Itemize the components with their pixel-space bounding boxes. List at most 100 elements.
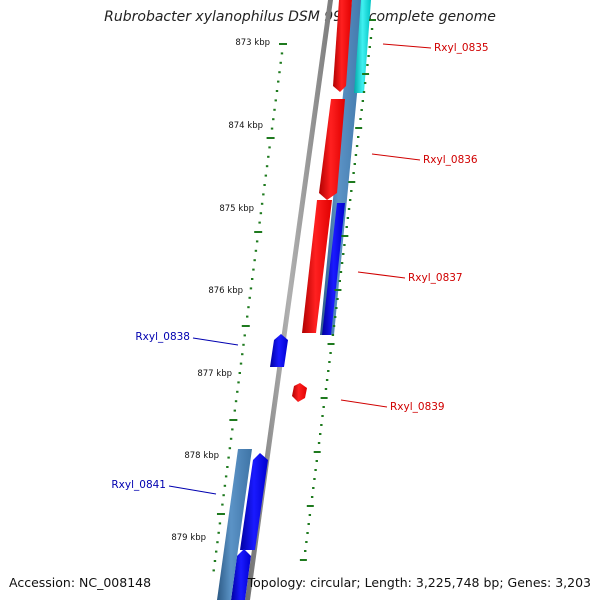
minor-tick	[218, 522, 222, 525]
outer-major-tick	[313, 451, 321, 453]
outer-minor-tick	[350, 190, 353, 192]
outer-minor-tick	[314, 469, 317, 471]
minor-tick	[267, 155, 270, 158]
major-tick	[216, 513, 225, 515]
map-title: Rubrobacter xylanophilus DSM 9941, compl…	[104, 9, 496, 25]
label-leaders	[168, 43, 432, 495]
kbp-label-877: 877 kbp	[197, 369, 232, 379]
minor-tick	[246, 315, 249, 318]
leader-rxyl-0841	[168, 485, 217, 495]
gene-label-rxyl-0837[interactable]: Rxyl_0837	[408, 272, 463, 284]
blue-gene-rxyl-0838	[270, 334, 288, 367]
outer-minor-tick	[362, 91, 366, 93]
minor-tick	[236, 390, 239, 393]
minor-tick	[253, 259, 256, 262]
minor-tick	[247, 306, 250, 309]
leader-rxyl-0839	[340, 399, 388, 408]
leader-rxyl-0838	[192, 337, 239, 346]
outer-minor-tick	[321, 415, 324, 417]
outer-minor-tick	[359, 118, 362, 120]
gene-label-rxyl-0839[interactable]: Rxyl_0839	[390, 401, 445, 413]
gene-label-rxyl-0838[interactable]: Rxyl_0838	[135, 331, 190, 343]
outer-minor-tick	[340, 262, 344, 264]
minor-tick	[213, 560, 217, 562]
major-tick	[241, 325, 250, 327]
blue-gene-lower-1	[240, 453, 268, 550]
outer-major-tick	[348, 181, 356, 183]
minor-tick	[214, 550, 218, 553]
outer-minor-tick	[367, 55, 370, 57]
minor-tick	[217, 531, 220, 534]
minor-tick	[248, 296, 251, 299]
outer-minor-tick	[333, 316, 337, 318]
outer-minor-tick	[347, 208, 351, 210]
outer-minor-tick	[338, 280, 341, 282]
outer-minor-tick	[342, 253, 345, 255]
minor-tick	[258, 221, 261, 224]
outer-minor-tick	[336, 298, 339, 300]
minor-tick	[237, 381, 240, 384]
minor-tick	[224, 475, 228, 478]
minor-tick	[216, 541, 219, 544]
kbp-label-878: 878 kbp	[184, 451, 219, 461]
outer-major-tick	[299, 559, 307, 561]
outer-minor-tick	[353, 163, 356, 165]
minor-tick	[278, 71, 281, 74]
outer-minor-tick	[304, 550, 307, 552]
outer-minor-tick	[322, 406, 325, 408]
major-tick	[229, 419, 238, 421]
minor-tick	[231, 428, 234, 431]
outer-minor-tick	[345, 226, 348, 228]
minor-tick	[228, 447, 232, 450]
minor-tick	[223, 484, 227, 487]
minor-tick	[274, 99, 277, 102]
minor-tick	[238, 372, 241, 374]
blue-gene-lower-2	[231, 549, 251, 600]
minor-tick	[279, 61, 282, 64]
outer-minor-tick	[305, 541, 308, 543]
minor-tick	[260, 202, 264, 205]
outer-minor-tick	[360, 109, 363, 111]
outer-minor-tick	[329, 352, 332, 354]
minor-tick	[229, 437, 233, 440]
outer-minor-tick	[346, 217, 350, 219]
leader-rxyl-0837	[357, 271, 406, 279]
gene-label-rxyl-0836[interactable]: Rxyl_0836	[423, 154, 478, 166]
red-gene-rxyl-0837	[302, 200, 332, 333]
kbp-label-874: 874 kbp	[228, 121, 263, 131]
outer-minor-tick	[370, 28, 374, 30]
leader-rxyl-0835	[382, 43, 432, 49]
major-tick	[266, 137, 275, 139]
red-gene-rxyl-0836	[319, 99, 345, 200]
kbp-label-876: 876 kbp	[208, 286, 243, 296]
outer-minor-tick	[312, 487, 315, 489]
major-tick	[254, 231, 263, 233]
kbp-label-875: 875 kbp	[219, 204, 254, 214]
minor-tick	[234, 400, 238, 403]
gene-label-rxyl-0841[interactable]: Rxyl_0841	[111, 479, 166, 491]
outer-major-tick	[355, 127, 363, 129]
minor-tick	[227, 456, 230, 459]
outer-minor-tick	[325, 379, 329, 381]
kbp-label-879: 879 kbp	[171, 533, 206, 543]
outer-minor-tick	[328, 361, 331, 363]
red-gene-rxyl-0839	[292, 383, 307, 402]
minor-tick	[252, 268, 255, 271]
outer-minor-tick	[319, 433, 322, 435]
minor-tick	[242, 343, 245, 346]
blue-gene-outer	[322, 203, 345, 335]
minor-tick	[255, 240, 259, 243]
outer-major-tick	[306, 505, 314, 507]
minor-tick	[262, 193, 265, 196]
outer-minor-tick	[366, 64, 369, 66]
minor-tick	[250, 278, 254, 280]
gene-label-rxyl-0835[interactable]: Rxyl_0835	[434, 42, 489, 54]
minor-tick	[265, 165, 269, 168]
outer-major-tick	[369, 19, 376, 21]
minor-tick	[241, 353, 244, 356]
minor-tick	[280, 52, 284, 55]
genome-backbone	[245, 0, 333, 600]
outer-minor-tick	[368, 46, 371, 48]
outer-minor-tick	[369, 37, 373, 39]
